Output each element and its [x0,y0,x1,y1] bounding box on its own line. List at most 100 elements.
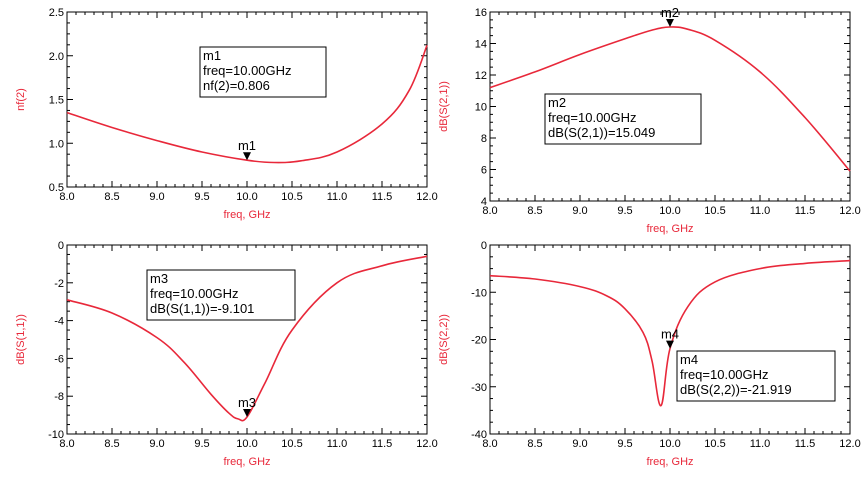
chart-panel-2: 8.0 8.5 9.0 9.5 10.0 10.5 11.0 11.5 12.0 4 6 8 10 12 1… [438,5,861,235]
y-tick-label: 8 [481,133,487,145]
chart-panel-3: 8.0 8.5 9.0 9.5 10.0 10.5 11.0 11.5 12.0-10-8-6-… [15,240,438,468]
marker-m2-label: m2 [661,5,679,20]
x-tick-label: 11.0 [327,438,348,450]
y-tick-label: 2.0 [49,51,64,63]
marker-readout-line: dB(S(1,1))=-9.101 [150,301,254,316]
y-tick-label: -4 [54,316,64,328]
y-tick-label: -20 [471,335,487,347]
marker-m2-triangle [666,18,674,27]
x-tick-label: 10.5 [281,191,302,203]
marker-readout-box [199,46,327,98]
y-tick-label: 4 [481,196,487,208]
x-axis-label: freq, GHz [223,209,270,221]
marker-m1-triangle [243,152,251,161]
x-axis: 8.0 8.5 9.0 9.5 10.0 10.5 11.0 11.5 12.0 [59,12,438,203]
x-tick-label: 8.5 [527,205,542,217]
x-tick-label: 11.5 [372,191,393,203]
marker-readout-line: nf(2)=0.806 [203,78,270,93]
x-tick-label: 10.0 [236,438,257,450]
y-tick-label: -2 [54,278,64,290]
y-axis-label: dB(S(2,2)) [438,314,450,365]
marker-readout-line: dB(S(2,2))=-21.919 [680,382,792,397]
y-axis-label: nf(2) [15,88,27,111]
y-tick-label: 0 [58,240,64,252]
x-tick-label: 11.5 [795,205,816,217]
x-tick-label: 9.0 [572,205,587,217]
series-line-1 [489,26,851,172]
x-tick-label: 12.0 [416,191,437,203]
marker-readout-line: m3 [150,271,168,286]
series-line-1 [66,255,428,422]
marker-readout-line: m4 [680,352,698,367]
x-axis-label: freq, GHz [646,223,693,235]
y-tick-label: 2.5 [49,7,64,19]
marker-readout-line: freq=10.00GHz [680,367,769,382]
x-tick-label: 9.0 [149,191,164,203]
x-tick-label: 11.0 [750,205,771,217]
x-axis: 8.0 8.5 9.0 9.5 10.0 10.5 11.0 11.5 12.0 [482,12,861,217]
x-tick-label: 9.0 [572,438,587,450]
x-tick-label: 9.5 [617,205,632,217]
y-tick-label: -40 [471,429,487,441]
y-tick-label: -8 [54,391,64,403]
y-tick-label: 14 [475,39,487,51]
marker-readout-line: m2 [548,95,566,110]
y-axis: -10 -8 -6 -4 -2 0 [48,240,427,441]
series-line-1 [489,259,851,407]
x-tick-label: 10.0 [236,191,257,203]
marker-m3-triangle [243,409,251,418]
y-axis-label: dB(S(2,1)) [438,81,450,132]
marker-readout-box [676,350,836,402]
x-tick-label: 9.5 [617,438,632,450]
y-tick-label: 0.5 [49,182,64,194]
marker-m4-label: m4 [661,327,679,342]
x-axis-label: freq, GHz [223,456,270,468]
x-tick-label: 8.0 [59,191,74,203]
x-tick-label: 11.5 [795,438,816,450]
x-tick-label: 10.0 [659,438,680,450]
x-tick-label: 9.0 [149,438,164,450]
x-tick-label: 12.0 [839,438,860,450]
x-tick-label: 11.0 [327,191,348,203]
marker-readout-box [544,93,702,145]
x-axis: 8.0 8.5 9.0 9.5 10.0 10.5 11.0 11.5 12.0 [59,245,438,450]
x-tick-label: 8.5 [527,438,542,450]
y-tick-label: 1.5 [49,95,64,107]
chart-panel-4: 8.0 8.5 9.0 9.5 10.0 10.5 11.0 11.5 12.0 -40 -30 -2… [438,240,861,468]
y-axis: 4 6 8 10 12 14 16 [475,7,850,208]
y-tick-label: 6 [481,165,487,177]
marker-readout-line: freq=10.00GHz [203,63,292,78]
chart-panel-1: 8.0 8.5 9.0 9.5 10.0 10.5 11.0 11.5 12.0 0.5 1.0 1.… [15,7,438,221]
y-tick-label: -10 [471,287,487,299]
y-axis: 0.5 1.0 1.5 2.0 2.5 [49,7,427,194]
series-line-1 [66,45,428,164]
marker-readout-line: dB(S(2,1))=15.049 [548,125,655,140]
y-tick-label: 10 [475,102,487,114]
y-tick-label: -6 [54,353,64,365]
y-axis-label: dB(S(1,1)) [15,314,27,365]
x-tick-label: 8.0 [59,438,74,450]
x-axis: 8.0 8.5 9.0 9.5 10.0 10.5 11.0 11.5 12.0 [482,245,861,450]
x-tick-label: 8.0 [482,438,497,450]
marker-m4-triangle [666,340,674,349]
marker-readout-box [146,269,296,321]
x-tick-label: 9.5 [194,191,209,203]
x-tick-label: 10.5 [281,438,302,450]
x-tick-label: 11.0 [750,438,771,450]
x-tick-label: 10.0 [659,205,680,217]
y-tick-label: 16 [475,7,487,19]
y-tick-label: -10 [48,429,64,441]
x-tick-label: 8.5 [104,191,119,203]
x-tick-label: 10.5 [704,438,725,450]
marker-m1-label: m1 [238,138,256,153]
marker-m3-label: m3 [238,395,256,410]
x-tick-label: 10.5 [704,205,725,217]
marker-readout-line: freq=10.00GHz [150,286,239,301]
x-tick-label: 12.0 [416,438,437,450]
y-tick-label: -30 [471,382,487,394]
x-tick-label: 12.0 [839,205,860,217]
x-tick-label: 9.5 [194,438,209,450]
marker-readout-line: m1 [203,48,221,63]
y-tick-label: 0 [481,240,487,252]
